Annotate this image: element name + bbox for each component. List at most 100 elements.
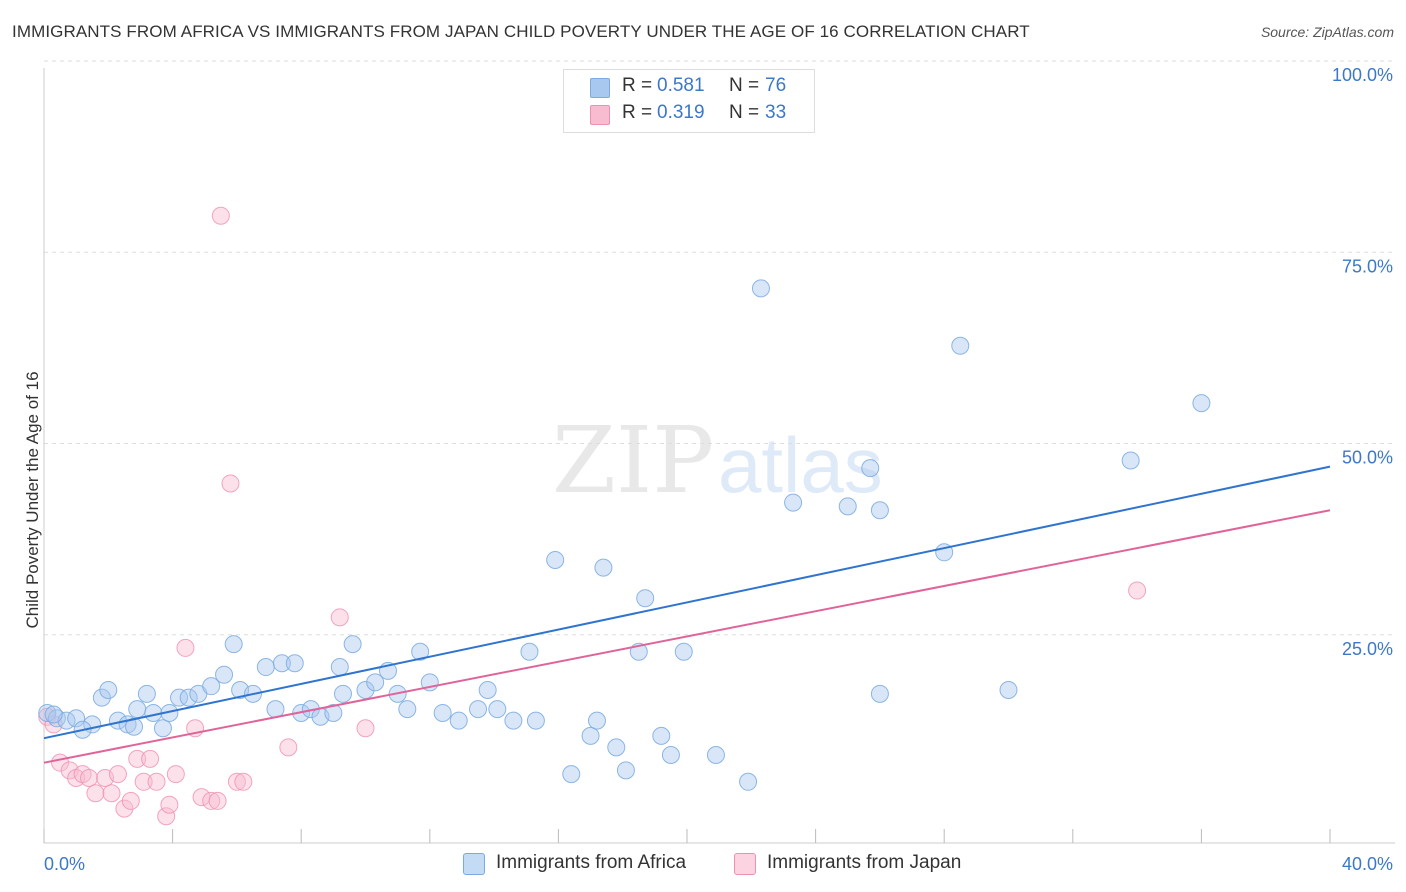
point-africa [870, 684, 889, 703]
series-africa-points [38, 279, 1211, 791]
legend-row-japan: R = 0.319 N = 33 [564, 102, 814, 126]
point-africa [366, 673, 385, 692]
point-africa [636, 589, 655, 608]
point-africa [581, 726, 600, 745]
y-tick-label: 100.0% [1332, 65, 1393, 85]
y-tick-label: 75.0% [1342, 256, 1393, 276]
point-africa [343, 635, 362, 654]
point-africa [449, 711, 468, 730]
point-africa [607, 738, 626, 757]
point-africa [999, 681, 1018, 699]
axes [43, 68, 1395, 844]
point-africa [706, 746, 725, 765]
point-africa [256, 658, 275, 677]
point-japan [1128, 581, 1147, 600]
point-africa [504, 711, 523, 730]
point-africa [1121, 451, 1140, 470]
point-japan [121, 791, 140, 810]
point-africa [137, 684, 156, 703]
point-africa [128, 700, 147, 719]
point-africa [1192, 394, 1211, 413]
point-africa [594, 558, 613, 577]
legend-row-africa: R = 0.581 N = 76 [564, 75, 814, 99]
point-africa [153, 719, 172, 738]
point-japan [208, 791, 227, 810]
point-japan [227, 772, 246, 791]
point-africa [179, 688, 198, 707]
point-japan [128, 749, 147, 768]
y-tick-label: 25.0% [1342, 639, 1393, 659]
point-japan [202, 791, 221, 810]
point-africa [674, 642, 693, 661]
point-africa [92, 688, 111, 707]
legend-r-value: 0.319 [657, 102, 705, 123]
point-africa [224, 635, 243, 654]
point-japan [234, 772, 253, 791]
watermark: ZIP atlas [552, 407, 883, 514]
point-japan [160, 795, 179, 814]
point-africa [170, 688, 189, 707]
point-japan [115, 799, 134, 818]
point-japan [211, 206, 230, 225]
x-tick-label: 0.0% [44, 854, 85, 874]
point-africa [739, 772, 758, 791]
x-ticks [43, 829, 1331, 843]
point-africa [469, 700, 488, 719]
watermark-zip: ZIP [552, 407, 714, 514]
point-africa [616, 761, 635, 780]
bottom-legend-label-africa: Immigrants from Africa [496, 852, 687, 873]
gridlines [44, 60, 1395, 636]
legend-stats: R = 0.581 N = 76 R = 0.319 N = 33 [563, 69, 815, 133]
bottom-legend-swatch-africa [463, 853, 485, 875]
legend-swatch-japan [590, 105, 610, 125]
x-tick-labels: 0.0% 40.0% [44, 854, 1393, 874]
legend-r-label: R = [622, 102, 653, 123]
bottom-legend-africa: Immigrants from Africa [463, 852, 723, 876]
y-axis-label: Child Poverty Under the Age of 16 [23, 371, 42, 629]
y-axis-label-wrap: Child Poverty Under the Age of 16 [18, 300, 48, 700]
legend-r-label: R = [622, 75, 653, 96]
point-japan [147, 772, 166, 791]
point-africa [285, 654, 304, 673]
legend-n-value: 33 [765, 102, 787, 123]
point-africa [838, 497, 857, 516]
point-africa [38, 703, 57, 722]
point-africa [488, 700, 507, 719]
watermark-atlas: atlas [718, 421, 883, 509]
point-japan [141, 749, 160, 768]
point-africa [398, 700, 417, 719]
point-africa [67, 709, 86, 728]
chart-title: IMMIGRANTS FROM AFRICA VS IMMIGRANTS FRO… [12, 22, 1030, 41]
point-japan [356, 719, 375, 738]
point-japan [86, 784, 105, 803]
trend-line-japan [43, 509, 1331, 764]
legend-n-label: N = [729, 75, 760, 96]
point-africa [324, 703, 343, 722]
point-japan [157, 807, 176, 826]
point-japan [221, 474, 240, 493]
trend-lines [43, 465, 1331, 764]
point-africa [478, 681, 497, 699]
point-africa [99, 681, 118, 699]
point-africa [861, 459, 880, 478]
point-africa [652, 726, 671, 745]
point-africa [587, 711, 606, 730]
legend-n-label: N = [729, 102, 760, 123]
point-japan [176, 638, 195, 657]
point-africa [333, 684, 352, 703]
bottom-legend-swatch-japan [734, 853, 756, 875]
legend-r-value: 0.581 [657, 75, 705, 96]
y-tick-label: 50.0% [1342, 448, 1393, 468]
x-tick-label: 40.0% [1342, 854, 1393, 874]
trend-line-africa [43, 465, 1331, 740]
point-africa [751, 279, 770, 298]
point-africa [951, 336, 970, 355]
point-africa [44, 705, 63, 724]
point-japan [134, 772, 153, 791]
point-africa [202, 677, 221, 696]
point-africa [330, 658, 349, 677]
bottom-legend-label-japan: Immigrants from Japan [767, 852, 962, 873]
point-japan [80, 768, 99, 787]
point-africa [520, 642, 539, 661]
